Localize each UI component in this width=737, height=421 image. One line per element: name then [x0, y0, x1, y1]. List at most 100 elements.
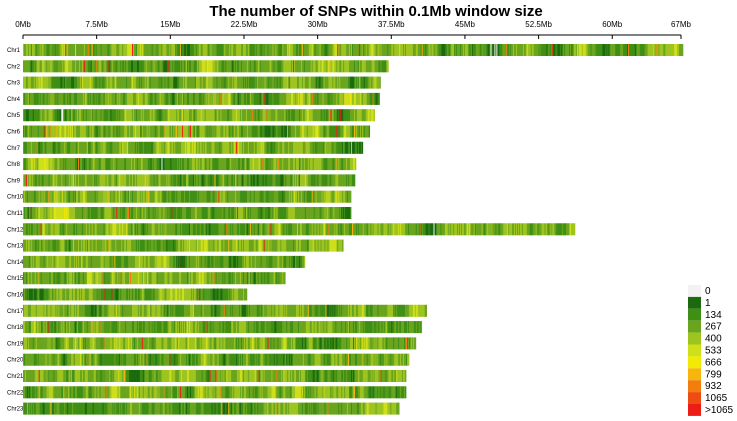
snp-window-cell: [205, 158, 208, 171]
snp-window-cell: [326, 60, 328, 73]
snp-window-cell: [159, 158, 161, 171]
snp-window-cell: [53, 190, 55, 203]
snp-window-cell: [86, 174, 89, 187]
snp-window-cell: [438, 223, 440, 236]
snp-window-cell: [53, 44, 55, 56]
snp-window-cell: [550, 223, 552, 236]
snp-window-cell: [279, 125, 281, 138]
snp-window-cell: [179, 207, 181, 219]
snp-window-cell: [37, 190, 40, 203]
snp-window-cell: [23, 60, 26, 73]
snp-window-cell: [213, 158, 215, 171]
snp-window-cell: [292, 207, 294, 219]
snp-window-cell: [250, 60, 253, 73]
snp-window-cell: [122, 174, 124, 187]
snp-window-cell: [301, 92, 304, 105]
snp-window-cell: [45, 125, 47, 138]
snp-window-cell: [300, 158, 303, 171]
snp-window-cell: [66, 125, 68, 138]
snp-window-cell: [338, 44, 340, 56]
snp-window-cell: [267, 158, 269, 171]
snp-window-cell: [151, 60, 153, 73]
snp-window-cell: [213, 174, 215, 187]
snp-window-cell: [96, 158, 98, 171]
snp-window-cell: [246, 190, 249, 203]
snp-window-cell: [100, 60, 102, 73]
snp-window-cell: [62, 207, 64, 219]
snp-window-cell: [153, 60, 155, 73]
snp-window-cell: [34, 92, 37, 105]
snp-window-cell: [230, 223, 232, 236]
snp-window-cell: [77, 174, 80, 187]
snp-window-cell: [498, 223, 500, 236]
snp-window-cell: [66, 44, 68, 56]
snp-window-cell: [173, 174, 175, 187]
snp-window-cell: [35, 174, 38, 187]
snp-window-cell: [90, 141, 93, 154]
snp-window-cell: [156, 190, 158, 203]
snp-window-cell: [210, 76, 212, 89]
snp-window-cell: [150, 44, 153, 56]
snp-window-cell: [186, 174, 188, 187]
snp-window-cell: [320, 223, 322, 236]
snp-window-cell: [33, 190, 36, 203]
snp-window-cell: [273, 141, 275, 154]
snp-window-cell: [128, 190, 130, 203]
snp-window-cell: [285, 109, 287, 122]
snp-window-cell: [224, 141, 226, 154]
snp-window-cell: [50, 109, 52, 122]
snp-window-cell: [606, 44, 608, 56]
snp-window-cell: [166, 141, 168, 154]
snp-window-cell: [571, 44, 574, 56]
snp-window-cell: [314, 141, 317, 154]
snp-window-cell: [195, 239, 198, 252]
snp-window-cell: [190, 125, 193, 138]
snp-window-cell: [211, 158, 213, 171]
snp-window-cell: [205, 223, 208, 236]
snp-window-cell: [337, 158, 339, 171]
snp-window-cell: [191, 109, 194, 122]
x-tick-label: 60Mb: [602, 20, 623, 29]
snp-window-cell: [192, 190, 195, 203]
snp-window-cell: [182, 141, 184, 154]
snp-window-cell: [314, 223, 317, 236]
snp-window-cell: [244, 109, 247, 122]
snp-window-cell: [371, 223, 373, 236]
snp-window-cell: [33, 223, 36, 236]
snp-window-cell: [216, 141, 218, 154]
snp-window-cell: [99, 109, 101, 122]
snp-window-cell: [83, 60, 86, 73]
snp-window-cell: [349, 158, 351, 171]
snp-window-cell: [125, 158, 127, 171]
snp-window-cell: [292, 60, 294, 73]
snp-window-cell: [438, 44, 440, 56]
snp-window-cell: [330, 190, 332, 203]
chromosome-label: Chr13: [7, 244, 24, 250]
snp-window-cell: [96, 60, 98, 73]
snp-window-cell: [621, 44, 623, 56]
snp-window-cell: [80, 125, 83, 138]
snp-window-cell: [275, 76, 277, 89]
snp-window-cell: [206, 125, 208, 138]
snp-window-cell: [282, 60, 284, 73]
snp-window-cell: [127, 76, 129, 89]
snp-window-cell: [121, 141, 123, 154]
snp-window-cell: [304, 223, 307, 236]
snp-window-cell: [180, 174, 182, 187]
snp-window-cell: [205, 207, 208, 219]
snp-window-cell: [179, 190, 181, 203]
snp-window-cell: [194, 223, 197, 236]
snp-window-cell: [215, 158, 217, 171]
snp-window-cell: [346, 141, 348, 154]
snp-window-cell: [315, 125, 317, 138]
snp-window-cell: [113, 92, 115, 105]
snp-window-cell: [31, 92, 34, 105]
snp-window-cell: [273, 125, 275, 138]
snp-window-cell: [228, 60, 230, 73]
snp-window-cell: [285, 92, 287, 105]
snp-window-cell: [270, 223, 272, 236]
snp-window-cell: [337, 125, 339, 138]
snp-window-cell: [220, 223, 222, 236]
snp-window-cell: [172, 207, 174, 219]
snp-window-cell: [473, 223, 476, 236]
